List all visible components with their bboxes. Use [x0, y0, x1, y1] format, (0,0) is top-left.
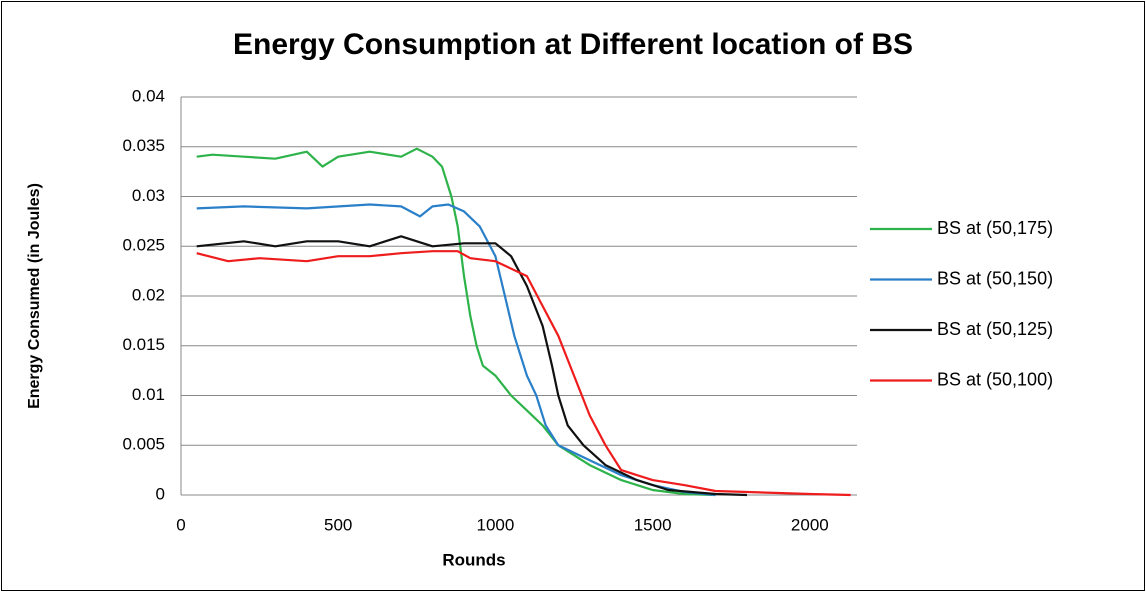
y-tick-label: 0.035	[122, 136, 165, 155]
y-axis-label: Energy Consumed (in Joules)	[26, 183, 43, 409]
y-tick-label: 0.02	[132, 285, 165, 304]
x-tick-label: 1000	[477, 515, 515, 534]
x-tick-label: 2000	[791, 515, 829, 534]
chart-title: Energy Consumption at Different location…	[233, 28, 913, 61]
legend-label: BS at (50,175)	[937, 218, 1053, 238]
data-line	[196, 147, 716, 497]
legend-label: BS at (50,125)	[937, 319, 1053, 339]
data-line	[196, 203, 716, 497]
x-axis-label: Rounds	[442, 550, 505, 569]
y-tick-label: 0.015	[122, 335, 165, 354]
y-tick-label: 0.03	[132, 186, 165, 205]
x-tick-label: 0	[176, 515, 185, 534]
data-line	[196, 250, 851, 497]
data-line	[196, 235, 748, 497]
x-tick-label: 500	[324, 515, 352, 534]
y-tick-label: 0.005	[122, 435, 165, 454]
y-tick-label: 0	[156, 484, 165, 503]
legend-label: BS at (50,100)	[937, 369, 1053, 389]
legend-label: BS at (50,150)	[937, 268, 1053, 288]
y-tick-label: 0.01	[132, 385, 165, 404]
y-tick-label: 0.04	[132, 86, 165, 105]
x-tick-label: 1500	[634, 515, 672, 534]
y-tick-label: 0.025	[122, 236, 165, 255]
